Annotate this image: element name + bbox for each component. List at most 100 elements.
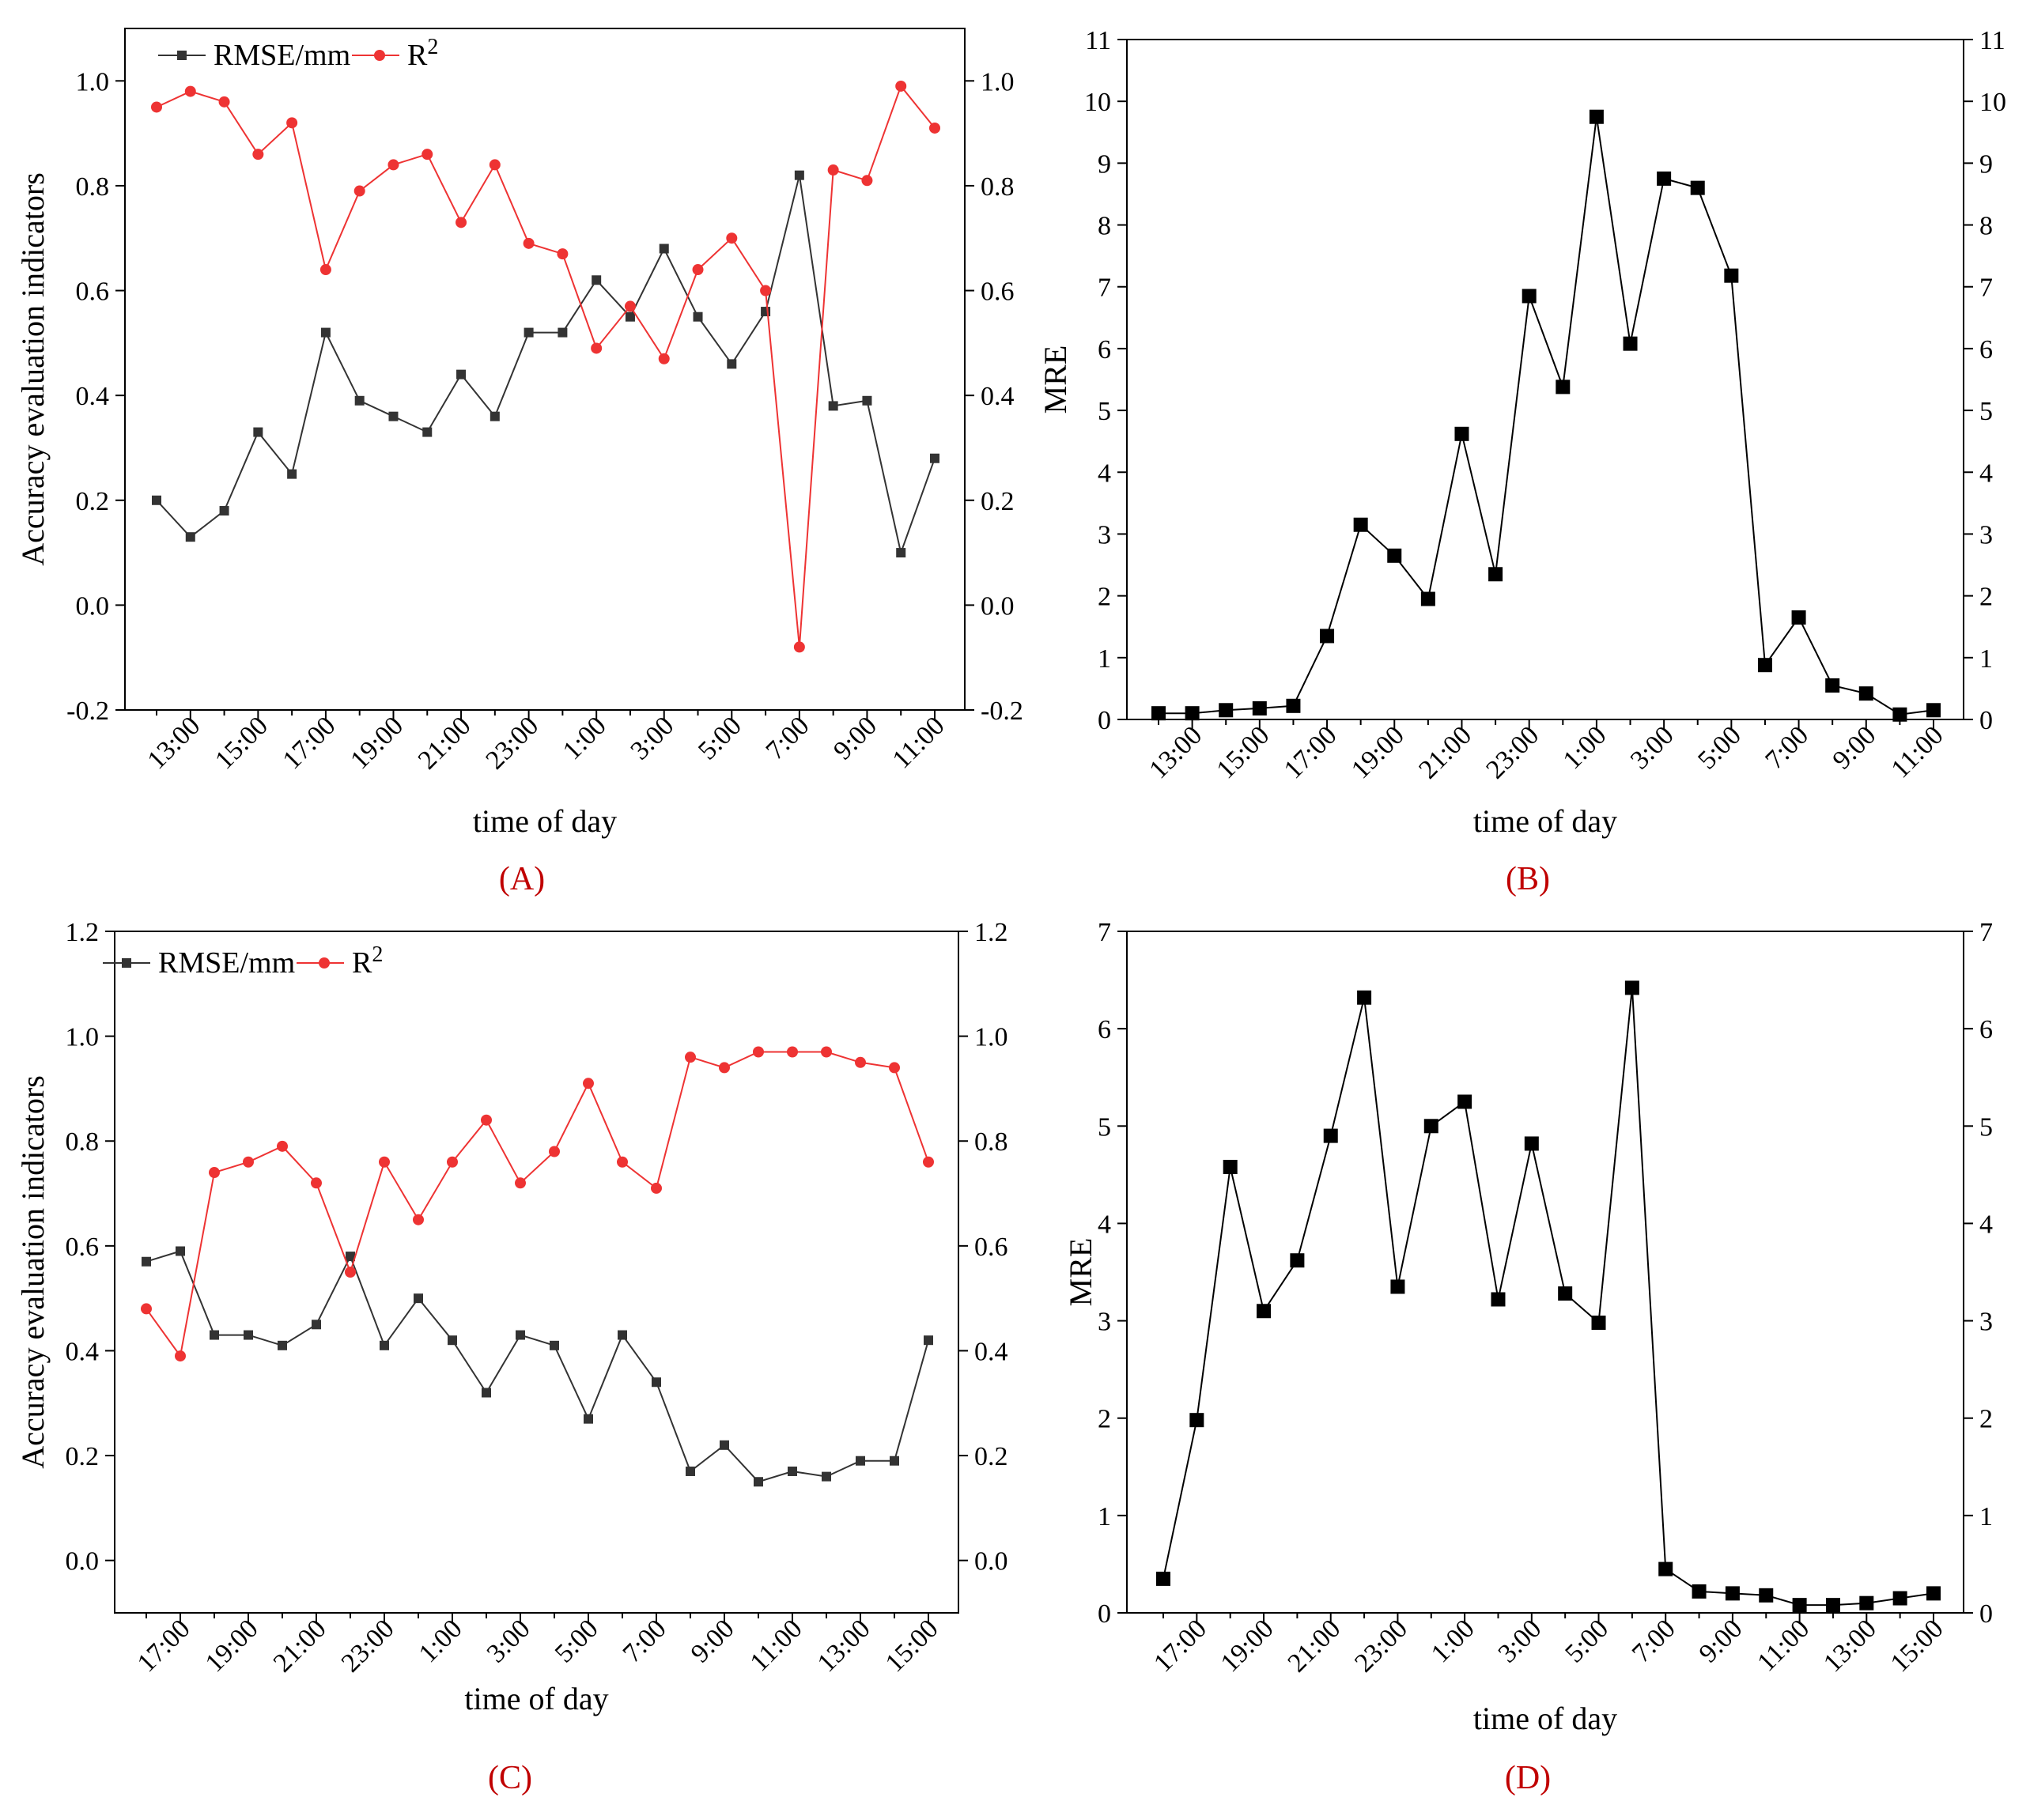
y-axis-title: MRE xyxy=(1063,1238,1098,1307)
data-point xyxy=(1522,289,1537,304)
data-point xyxy=(141,1303,152,1315)
plot-frame xyxy=(1126,931,1964,1614)
data-point xyxy=(387,159,399,171)
data-point xyxy=(686,1466,695,1476)
data-point xyxy=(209,1167,220,1179)
legend-label-rmse: RMSE/mm xyxy=(158,946,295,980)
data-point xyxy=(787,1046,798,1058)
data-point xyxy=(1185,706,1200,721)
data-point xyxy=(855,1056,866,1068)
data-point xyxy=(1524,1136,1539,1151)
x-tick-label: 7:00 xyxy=(618,1614,672,1668)
data-point xyxy=(320,327,331,338)
y-tick-label-right: 0.8 xyxy=(981,172,1015,202)
data-point xyxy=(1491,1292,1506,1307)
y-tick-label-right: 0.2 xyxy=(981,487,1015,516)
data-point xyxy=(889,1062,900,1074)
data-point xyxy=(380,1340,389,1350)
y-tick-label-right: 10 xyxy=(1979,88,2006,117)
data-point xyxy=(1892,1591,1907,1606)
legend-label-rmse: RMSE/mm xyxy=(214,39,350,72)
x-tick-label: 15:00 xyxy=(1212,720,1276,784)
x-axis-title: time of day xyxy=(464,1681,608,1716)
data-point xyxy=(930,453,939,463)
data-point xyxy=(794,170,804,180)
x-tick-label: 23:00 xyxy=(336,1614,400,1678)
x-tick-label: 9:00 xyxy=(1694,1614,1748,1668)
y-tick-label-right: 2 xyxy=(1979,583,1993,612)
y-axis-title: Accuracy evaluation indicators xyxy=(15,1075,51,1469)
data-point xyxy=(490,411,500,421)
data-point xyxy=(388,411,399,421)
x-axis-title: time of day xyxy=(1473,803,1617,839)
data-point xyxy=(447,1156,458,1168)
data-point xyxy=(1892,707,1907,722)
y-tick-label-left: 8 xyxy=(1098,212,1111,241)
y-tick-label-right: 4 xyxy=(1979,459,1993,488)
plot-frame xyxy=(1126,39,1964,720)
y-tick-label-right: 0.0 xyxy=(981,591,1015,621)
data-point xyxy=(1558,1286,1573,1301)
data-point xyxy=(422,427,433,437)
data-point xyxy=(727,359,737,369)
data-point xyxy=(1488,567,1503,582)
x-tick-label: 17:00 xyxy=(132,1614,196,1678)
x-tick-label: 11:00 xyxy=(745,1614,808,1677)
panel-d: 0 0 1 1 2 2 3 3 4 4 5 5 6 6 7 7 17:00 19:00 21:00 23:00 1:00… xyxy=(1063,918,1993,1796)
y-axis-title: MRE xyxy=(1038,345,1073,414)
x-tick-label: 23:00 xyxy=(480,711,544,775)
data-point xyxy=(152,495,161,505)
y-tick-label-left: 2 xyxy=(1098,1405,1111,1434)
plot-frame xyxy=(114,931,959,1614)
data-point xyxy=(822,1471,831,1482)
x-tick-label: 11:00 xyxy=(1752,1614,1815,1677)
y-tick-label-left: 1.0 xyxy=(66,1023,100,1052)
series-line xyxy=(156,84,936,648)
x-tick-label: 17:00 xyxy=(278,711,342,775)
y-tick-label-right: 0.8 xyxy=(974,1127,1008,1157)
y-tick-label-right: 5 xyxy=(1979,397,1993,426)
y-tick-label-left: 11 xyxy=(1085,26,1111,55)
x-tick-label: 15:00 xyxy=(1885,1614,1949,1678)
y-tick-label-right: 3 xyxy=(1979,520,1993,549)
y-tick-label-left: 9 xyxy=(1098,149,1111,179)
data-point xyxy=(856,1456,865,1466)
data-point xyxy=(591,342,603,354)
data-point xyxy=(788,1466,797,1476)
data-point xyxy=(456,217,467,228)
data-point xyxy=(617,1156,628,1168)
y-tick-label-left: 1 xyxy=(1098,644,1111,674)
series-line xyxy=(156,175,936,556)
series-r2 xyxy=(141,1046,934,1362)
x-tick-label: 5:00 xyxy=(1559,1614,1614,1668)
data-point xyxy=(421,149,433,160)
panel-c: 0.0 0.0 0.2 0.2 0.4 0.4 0.6 0.6 0.8 0.8 1.0 1.0 1.2 1… xyxy=(15,918,1008,1796)
legend-marker-r2 xyxy=(319,957,330,969)
data-point xyxy=(481,1114,492,1126)
y-tick-label-left: 3 xyxy=(1098,520,1111,549)
data-point xyxy=(175,1350,186,1362)
data-point xyxy=(1323,1128,1338,1143)
y-tick-label-right: 11 xyxy=(1979,26,2005,55)
panel-label: (C) xyxy=(488,1760,532,1796)
y-tick-label-left: 0.4 xyxy=(66,1337,100,1366)
x-tick-label: 9:00 xyxy=(1828,720,1882,775)
series-mre xyxy=(1151,109,1941,722)
data-point xyxy=(489,159,501,171)
data-point xyxy=(345,1267,356,1278)
data-point xyxy=(312,1320,321,1330)
x-tick-label: 17:00 xyxy=(1279,720,1343,784)
y-tick-label-right: 2 xyxy=(1979,1405,1993,1434)
y-tick-label-right: 0.0 xyxy=(974,1547,1008,1576)
data-point xyxy=(354,395,365,406)
data-point xyxy=(651,1182,662,1194)
y-tick-label-right: 0.6 xyxy=(974,1233,1008,1262)
data-point xyxy=(625,312,635,322)
y-tick-label-left: 0 xyxy=(1098,706,1111,735)
plot-frame xyxy=(124,28,966,711)
data-point xyxy=(1390,1279,1405,1294)
y-tick-label-right: 4 xyxy=(1979,1210,1993,1239)
data-point xyxy=(685,1052,696,1063)
data-point xyxy=(821,1046,832,1058)
